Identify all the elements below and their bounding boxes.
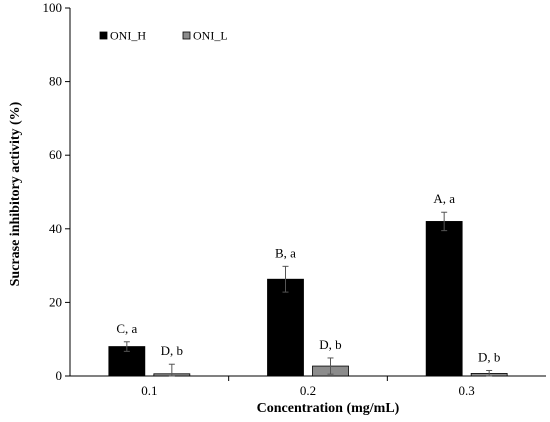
- y-tick-label: 0: [56, 368, 63, 383]
- data-label: D, b: [478, 349, 500, 364]
- plot-area: 0 20 40 60 80 100 0.1 C, a D, b 0.2 B, a D, b 0.3 A, …: [43, 0, 546, 398]
- data-label: B, a: [275, 245, 296, 260]
- x-tick-label: 0.1: [141, 383, 157, 398]
- y-tick-label: 60: [49, 147, 62, 162]
- legend-label-oni-h: ONI_H: [110, 29, 146, 43]
- y-tick-label: 40: [49, 221, 62, 236]
- y-tick-label: 20: [49, 294, 62, 309]
- bar-oni-h: [267, 278, 304, 377]
- legend-swatch-oni-l: [182, 31, 191, 40]
- bar-oni-h: [425, 221, 463, 377]
- data-label: D, b: [319, 337, 341, 352]
- legend-swatch-oni-h: [99, 31, 108, 40]
- data-label: C, a: [116, 321, 137, 336]
- data-label: D, b: [161, 343, 183, 358]
- y-axis-title: Sucrase inhibitory activity (%): [8, 101, 23, 286]
- y-tick-label: 80: [49, 74, 62, 89]
- x-tick-label: 0.3: [459, 383, 475, 398]
- legend-label-oni-l: ONI_L: [193, 29, 228, 43]
- y-tick-label: 100: [43, 0, 63, 15]
- legend: ONI_H ONI_L: [99, 29, 228, 43]
- x-axis-title: Concentration (mg/mL): [257, 401, 400, 416]
- x-tick-label: 0.2: [300, 383, 316, 398]
- data-label: A, a: [433, 191, 455, 206]
